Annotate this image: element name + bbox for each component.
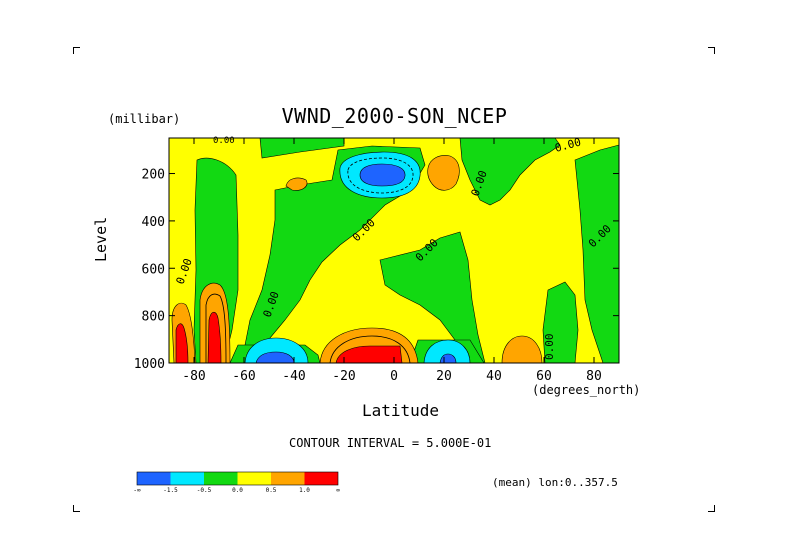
corner-mark-tr	[708, 47, 715, 54]
y-tick-label: 600	[142, 262, 165, 277]
y-unit-label: (millibar)	[108, 112, 181, 126]
x-tick-label: -20	[332, 369, 355, 384]
corner-mark-tl	[73, 47, 80, 54]
contour-line	[329, 335, 411, 364]
colorbar-swatch	[304, 472, 338, 485]
colorbar-label: -∞	[133, 487, 141, 494]
fill-red-region	[335, 345, 403, 364]
x-axis-ticks: -80 -60 -40 -20 0 20 40 60 80	[182, 138, 602, 384]
y-tick-label: 1000	[134, 357, 165, 372]
contour-line-dashed	[347, 157, 414, 194]
contour-line	[205, 293, 227, 364]
x-tick-label: 60	[536, 369, 552, 384]
contour-label: 0.00	[213, 136, 235, 146]
colorbar-label: 1.0	[299, 487, 310, 494]
y-axis-ticks: 200 400 600 800 1000	[134, 168, 619, 372]
y-tick-label: 400	[142, 215, 165, 230]
x-tick-label: 0	[390, 369, 398, 384]
x-tick-label: -60	[232, 369, 255, 384]
x-tick-label: -80	[182, 369, 205, 384]
y-tick-label: 200	[142, 168, 165, 183]
fill-blue-region	[255, 351, 295, 364]
contour-interval-text: CONTOUR INTERVAL = 5.000E-01	[289, 436, 492, 450]
fill-blue-region	[359, 163, 406, 187]
plot-area: 0.00 0.00 0.00 0.00 0.00 0.00 0.00 0.00 …	[168, 135, 620, 364]
fill-red-region	[175, 323, 189, 364]
corner-mark-bl	[73, 505, 80, 512]
contour-label: 0.00	[543, 334, 556, 361]
x-tick-label: 20	[436, 369, 452, 384]
fill-green-region	[459, 137, 561, 206]
colorbar-label: -1.5	[163, 487, 178, 494]
fill-cyan-region	[423, 339, 471, 364]
chart-title: VWND_2000-SON_NCEP	[281, 104, 508, 128]
x-tick-label: 80	[586, 369, 602, 384]
fill-red-region	[207, 311, 222, 364]
colorbar-label: -0.5	[197, 487, 212, 494]
y-tick-label: 800	[142, 310, 165, 325]
fill-orange-region	[285, 177, 308, 191]
x-tick-label: 40	[486, 369, 502, 384]
colorbar-swatch	[137, 472, 171, 485]
colorbar-label: 0.0	[232, 487, 243, 494]
colorbar-swatch	[170, 472, 204, 485]
fill-green-region	[574, 144, 620, 364]
corner-mark-br	[708, 505, 715, 512]
colorbar-label: ∞	[336, 487, 340, 494]
x-tick-label: -40	[282, 369, 305, 384]
colorbar-label: 0.5	[266, 487, 277, 494]
mean-text: (mean) lon:0..357.5	[492, 476, 618, 489]
x-axis-label: Latitude	[362, 401, 440, 420]
fill-orange-region	[427, 155, 460, 191]
fill-green-region	[542, 281, 579, 364]
colorbar: -∞ -1.5 -0.5 0.0 0.5 1.0 ∞	[133, 471, 340, 494]
colorbar-swatch	[237, 472, 271, 485]
colorbar-swatch	[271, 472, 305, 485]
x-unit-label: (degrees_north)	[532, 383, 641, 397]
fill-orange-region	[501, 335, 543, 364]
colorbar-swatch	[204, 472, 238, 485]
colorbar-frame	[136, 471, 339, 486]
